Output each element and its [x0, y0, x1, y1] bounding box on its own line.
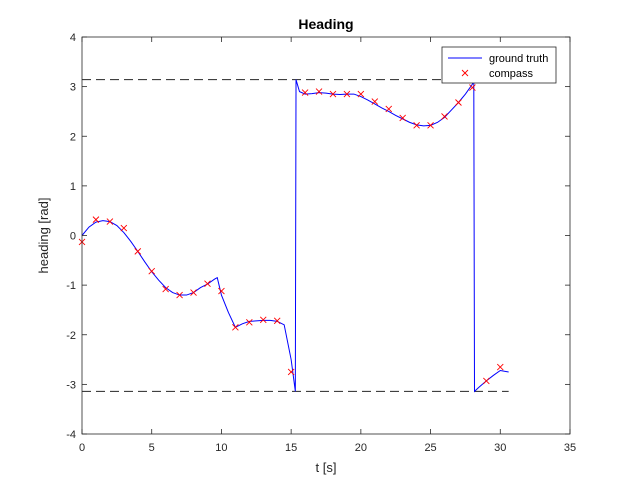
compass-marker-stroke [455, 99, 462, 106]
compass-marker-stroke [204, 280, 211, 287]
compass-point [385, 105, 393, 113]
compass-point [148, 267, 156, 275]
compass-marker-stroke [245, 319, 253, 326]
compass-point [371, 98, 379, 105]
legend-marker-swatch [461, 69, 469, 77]
plot-area [82, 37, 570, 434]
legend-box [441, 46, 557, 84]
compass-marker-stroke [371, 98, 379, 105]
compass-marker-stroke [134, 248, 142, 255]
x-tick-label: 35 [564, 442, 576, 454]
chart-title: Heading [298, 16, 353, 32]
y-tick-label: 3 [70, 82, 76, 94]
y-tick-label: -3 [66, 379, 76, 391]
compass-marker-stroke [92, 216, 100, 223]
compass-point [92, 216, 100, 223]
y-tick-label: -2 [66, 330, 76, 342]
compass-point [357, 90, 365, 98]
compass-marker-stroke [357, 90, 365, 98]
compass-marker-stroke [441, 113, 448, 120]
series-line-ground-truth [81, 79, 509, 393]
compass-marker-stroke [190, 289, 197, 296]
compass-marker-stroke [399, 114, 407, 122]
compass-marker-stroke [427, 122, 434, 129]
compass-marker-stroke [301, 89, 309, 96]
x-tick-label: 20 [355, 442, 367, 454]
compass-point [329, 90, 337, 98]
ticks: 0 5 10 15 20 25 30 35 -4 -3 -2 -1 0 1 2 3 4 [66, 32, 576, 454]
legend-label: compass [489, 68, 534, 80]
compass-point [190, 289, 197, 296]
y-tick-label: 1 [70, 181, 76, 193]
compass-point [218, 287, 225, 295]
compass-marker-stroke [120, 224, 128, 232]
compass-marker-stroke [385, 105, 393, 113]
compass-point [232, 323, 239, 331]
compass-marker-stroke [176, 291, 183, 299]
reference-lines [82, 79, 509, 392]
x-tick-label: 25 [424, 442, 436, 454]
compass-point [343, 90, 351, 98]
y-tick-label: -1 [66, 280, 76, 292]
compass-point [399, 114, 407, 122]
x-tick-label: 0 [79, 442, 85, 454]
y-tick-label: -4 [66, 429, 76, 441]
compass-point [273, 317, 281, 325]
x-axis-label: t [s] [316, 460, 337, 475]
compass-point [483, 377, 490, 385]
compass-marker-stroke [287, 368, 295, 376]
series-layer [78, 79, 509, 393]
y-tick-label: 4 [70, 32, 76, 44]
compass-marker-stroke [232, 323, 239, 331]
compass-marker-stroke [469, 84, 476, 91]
compass-marker-stroke [496, 363, 504, 371]
y-tick-label: 2 [70, 131, 76, 143]
compass-point [106, 218, 114, 225]
compass-marker-stroke [218, 287, 225, 295]
compass-point [315, 88, 323, 95]
compass-marker-stroke [273, 317, 281, 325]
compass-point [441, 113, 448, 120]
compass-marker-stroke [162, 285, 169, 293]
compass-point [469, 84, 476, 91]
compass-marker-stroke [413, 122, 420, 129]
compass-marker-stroke [259, 316, 267, 324]
y-tick-label: 0 [70, 231, 76, 243]
compass-point [427, 122, 434, 129]
compass-point [162, 285, 169, 293]
compass-point [204, 280, 211, 287]
compass-marker-stroke [315, 88, 323, 95]
compass-point [455, 99, 462, 106]
compass-point [120, 224, 128, 232]
compass-marker-stroke [106, 218, 114, 225]
compass-marker-stroke [483, 377, 490, 385]
compass-point [287, 368, 295, 376]
x-tick-label: 15 [285, 442, 297, 454]
compass-marker-stroke [329, 90, 337, 98]
compass-point [413, 122, 420, 129]
compass-point [301, 89, 309, 96]
x-tick-label: 5 [149, 442, 155, 454]
y-axis-label: heading [rad] [36, 198, 51, 274]
legend-label: ground truth [489, 53, 548, 65]
x-tick-label: 10 [215, 442, 227, 454]
compass-point [176, 291, 183, 299]
x-tick-label: 30 [494, 442, 506, 454]
compass-marker-stroke [148, 267, 156, 275]
compass-point [245, 319, 253, 326]
compass-marker-stroke [343, 90, 351, 98]
compass-point [259, 316, 267, 324]
legend: ground truth compass [441, 46, 557, 84]
compass-point [496, 363, 504, 371]
compass-point [134, 248, 142, 255]
